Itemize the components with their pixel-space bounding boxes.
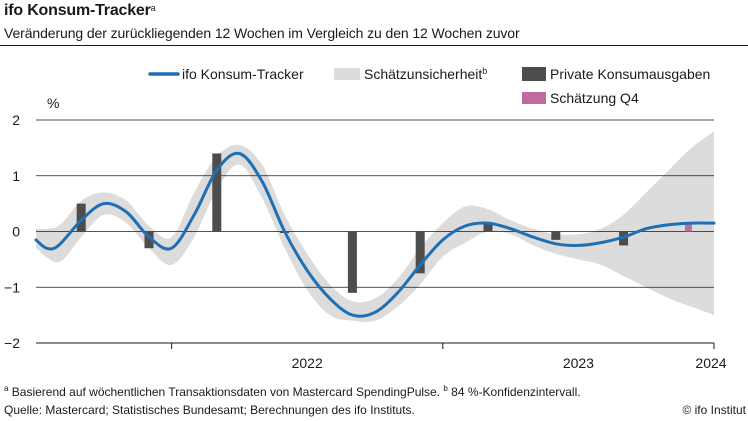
footnote-b-text: 84 %-Konfidenzintervall. [447, 385, 581, 399]
legend-label-estimate: Schätzung Q4 [550, 90, 639, 106]
footnote-b-mark: b [443, 384, 448, 393]
y-tick-label: 2 [12, 112, 20, 128]
uncertainty-band [36, 131, 714, 322]
estimate-q4-bar [684, 223, 692, 232]
legend-label-band-sup: b [482, 66, 487, 76]
axis-layer: 2022 2023 2024 2 1 0 −1 −2% [4, 95, 727, 371]
legend-label-bars: Private Konsumausgaben [550, 66, 710, 82]
tracker-line [34, 151, 716, 318]
chart-subtitle: Veränderung der zurückliegenden 12 Woche… [4, 25, 520, 41]
uncertainty-band-layer [36, 131, 714, 322]
chart-title: ifo Konsum-Trackera [4, 2, 156, 20]
y-tick-label: 1 [12, 168, 20, 184]
consumption-bar [212, 153, 222, 232]
copyright: © ifo Institut [682, 403, 746, 417]
legend-label-tracker: ifo Konsum-Tracker [182, 66, 304, 82]
footnote-a-text: Basierend auf wöchentlichen Transaktions… [8, 385, 444, 399]
consumption-bar [347, 231, 357, 293]
source-note: Quelle: Mastercard; Statistisches Bundes… [4, 403, 415, 417]
consumption-bar [551, 231, 561, 240]
y-unit-label: % [47, 95, 59, 111]
y-tick-label: −2 [4, 335, 20, 351]
consumption-bar [144, 231, 154, 249]
legend-label-band: Schätzunsicherheitb [364, 66, 487, 82]
legend-swatch-estimate [522, 92, 546, 104]
footnote-a-mark: a [4, 384, 9, 393]
x-tick-label: 2023 [563, 355, 594, 371]
chart-title-text: ifo Konsum-Tracker [4, 2, 151, 19]
legend: ifo Konsum-Tracker Schätzunsicherheitb Pri… [148, 66, 710, 106]
y-tick-label: 0 [12, 224, 20, 240]
consumption-bar [483, 223, 493, 232]
tracker-line-layer [34, 151, 716, 318]
legend-swatch-band [334, 68, 360, 80]
consumption-bar [415, 231, 425, 274]
footnote: a Basierend auf wöchentlichen Transaktio… [4, 384, 581, 399]
x-tick-label: 2022 [292, 355, 323, 371]
header-divider [0, 45, 748, 46]
y-tick-label: −1 [4, 279, 20, 295]
x-tick-label: 2024 [695, 355, 726, 371]
consumption-bar [76, 203, 86, 232]
legend-label-band-text: Schätzunsicherheit [364, 66, 482, 82]
chart-title-footnote-mark: a [150, 3, 156, 13]
bar-layer [76, 153, 692, 293]
legend-swatch-bars [522, 67, 546, 81]
